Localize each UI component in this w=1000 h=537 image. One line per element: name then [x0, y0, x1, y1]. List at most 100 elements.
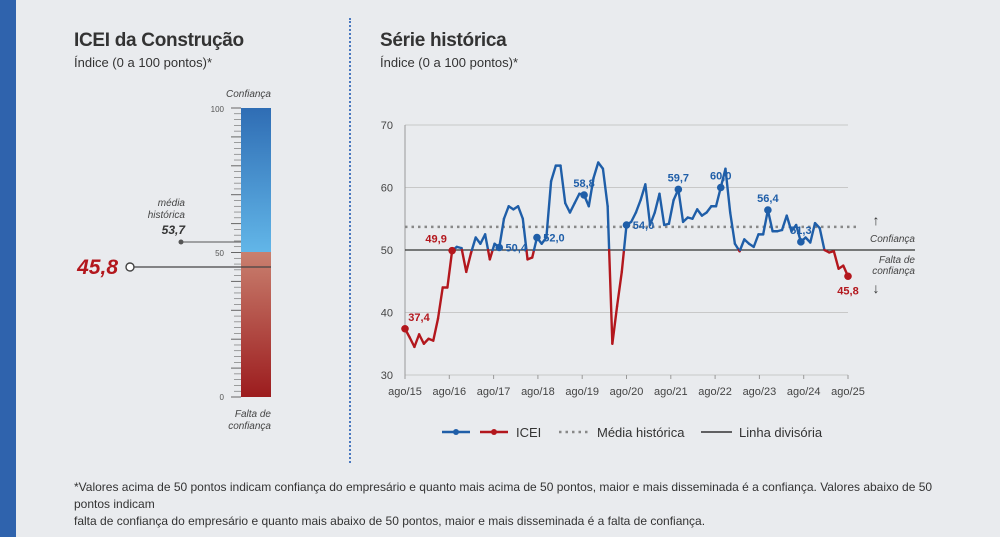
series-segment [587, 176, 595, 208]
series-segment [691, 208, 699, 220]
series-segment [818, 226, 826, 252]
legend-icei-blue-dot [453, 429, 459, 435]
series-segment [780, 214, 788, 232]
series-segment [601, 167, 609, 208]
series-segment [408, 336, 416, 349]
series-segment [502, 205, 510, 220]
series-segment [630, 211, 638, 224]
series-segment [465, 251, 473, 274]
series-segment [728, 211, 737, 245]
annotation-points [401, 183, 852, 333]
annotation-point [448, 246, 456, 255]
gauge-title: ICEI da Construção [74, 30, 244, 51]
media-pointer-dot [178, 239, 184, 245]
annotation-point [844, 272, 852, 281]
series-segment [470, 236, 477, 252]
current-pointer-circle [125, 262, 135, 272]
series-segment [488, 248, 494, 261]
series-segment [573, 192, 581, 205]
annotation-point [764, 206, 772, 214]
series-segment [733, 242, 741, 252]
series-segment [724, 167, 732, 214]
x-tick-label: ago/20 [610, 386, 644, 398]
media-label-line2: histórica [148, 210, 186, 221]
gauge-tick-100: 100 [211, 105, 225, 114]
media-value: 53,7 [162, 223, 187, 237]
series-segment [785, 214, 793, 233]
gauge-confidence-bar [241, 108, 271, 252]
annotation-label: 51,3 [790, 225, 811, 237]
confidence-label: Confiança [870, 234, 915, 245]
series-segment [606, 205, 611, 252]
annotation-label: 58,8 [573, 178, 594, 190]
annotation-label: 60,0 [710, 171, 731, 183]
annotation-point [674, 185, 683, 194]
icei-series [403, 161, 850, 349]
x-tick-label: ago/22 [698, 386, 732, 398]
footnote-line1: *Valores acima de 50 pontos indicam conf… [74, 480, 933, 511]
annotation-point [533, 233, 541, 242]
annotation-label: 45,8 [837, 285, 858, 297]
annotation-label: 50,4 [506, 243, 528, 255]
confidence-indicator: ↑ Confiança Falta de confiança ↓ [870, 212, 915, 296]
series-segment [432, 317, 440, 342]
series-segment [644, 183, 652, 227]
gauge-subtitle: Índice (0 a 100 pontos)* [74, 55, 213, 70]
series-segment [677, 188, 685, 224]
series-segment [549, 164, 558, 183]
annotation-point [495, 243, 504, 252]
series-segment [658, 192, 666, 227]
annotation-point [401, 324, 409, 333]
current-value: 45,8 [76, 256, 118, 279]
gauge-chart: Confiança 100 50 0 média histórica 53,7 … [76, 89, 272, 432]
legend-linha-label: Linha divisória [739, 425, 823, 440]
series-segment [620, 248, 626, 274]
chart-legend: ICEI Média histórica Linha divisória [442, 425, 823, 440]
series-segment [592, 161, 600, 180]
footnote-line2: falta de confiança do empresário e quant… [74, 514, 706, 528]
chart-title: Série histórica [380, 30, 507, 51]
series-segment [611, 305, 619, 345]
gauge-lack-bar [241, 252, 271, 397]
annotation-point [716, 183, 725, 192]
series-segment [738, 238, 746, 252]
annotation-label: 54,0 [633, 220, 654, 232]
series-segment [436, 286, 444, 320]
series-segment [446, 249, 454, 289]
y-axis-ticks: 30 40 50 60 70 [381, 120, 393, 382]
x-axis-ticks: ago/15 ago/16 ago/17 ago/18 ago/19 ago/20 ago/… [388, 375, 865, 398]
panel-divider [349, 18, 351, 463]
gauge-top-label: Confiança [226, 89, 271, 100]
annotation-label: 37,4 [408, 312, 430, 324]
series-segment [597, 161, 605, 170]
series-segment [607, 248, 614, 345]
annotation-labels: 37,4 49,9 50,4 52,0 58,8 54,0 59,7 60,0 56,4 51,3… [408, 171, 858, 324]
annotation-label: 52,0 [543, 233, 564, 245]
series-segment [545, 180, 553, 239]
series-segment [653, 192, 661, 214]
series-segment [417, 333, 426, 345]
series-segment [752, 233, 760, 249]
gauge-bottom-label-line1: Falta de [235, 409, 272, 420]
series-segment [559, 164, 567, 205]
series-segment [705, 205, 713, 214]
series-segment [516, 205, 525, 220]
footnote: *Valores acima de 50 pontos indicam conf… [74, 479, 944, 530]
series-segment [540, 236, 548, 245]
x-tick-label: ago/24 [787, 386, 821, 398]
x-tick-label: ago/25 [831, 386, 865, 398]
legend-icei-red-dot [491, 429, 497, 435]
x-tick-label: ago/16 [432, 386, 466, 398]
lack-label-line1: Falta de [879, 255, 916, 266]
x-tick-label: ago/15 [388, 386, 422, 398]
annotation-label: 59,7 [668, 172, 689, 184]
y-tick-label: 30 [381, 370, 393, 382]
arrow-down-icon: ↓ [873, 280, 880, 296]
chart-subtitle: Índice (0 a 100 pontos)* [380, 55, 519, 70]
y-tick-label: 40 [381, 308, 393, 320]
x-tick-label: ago/23 [743, 386, 777, 398]
series-segment [564, 201, 572, 214]
series-segment [531, 248, 536, 259]
series-segment [832, 250, 840, 270]
